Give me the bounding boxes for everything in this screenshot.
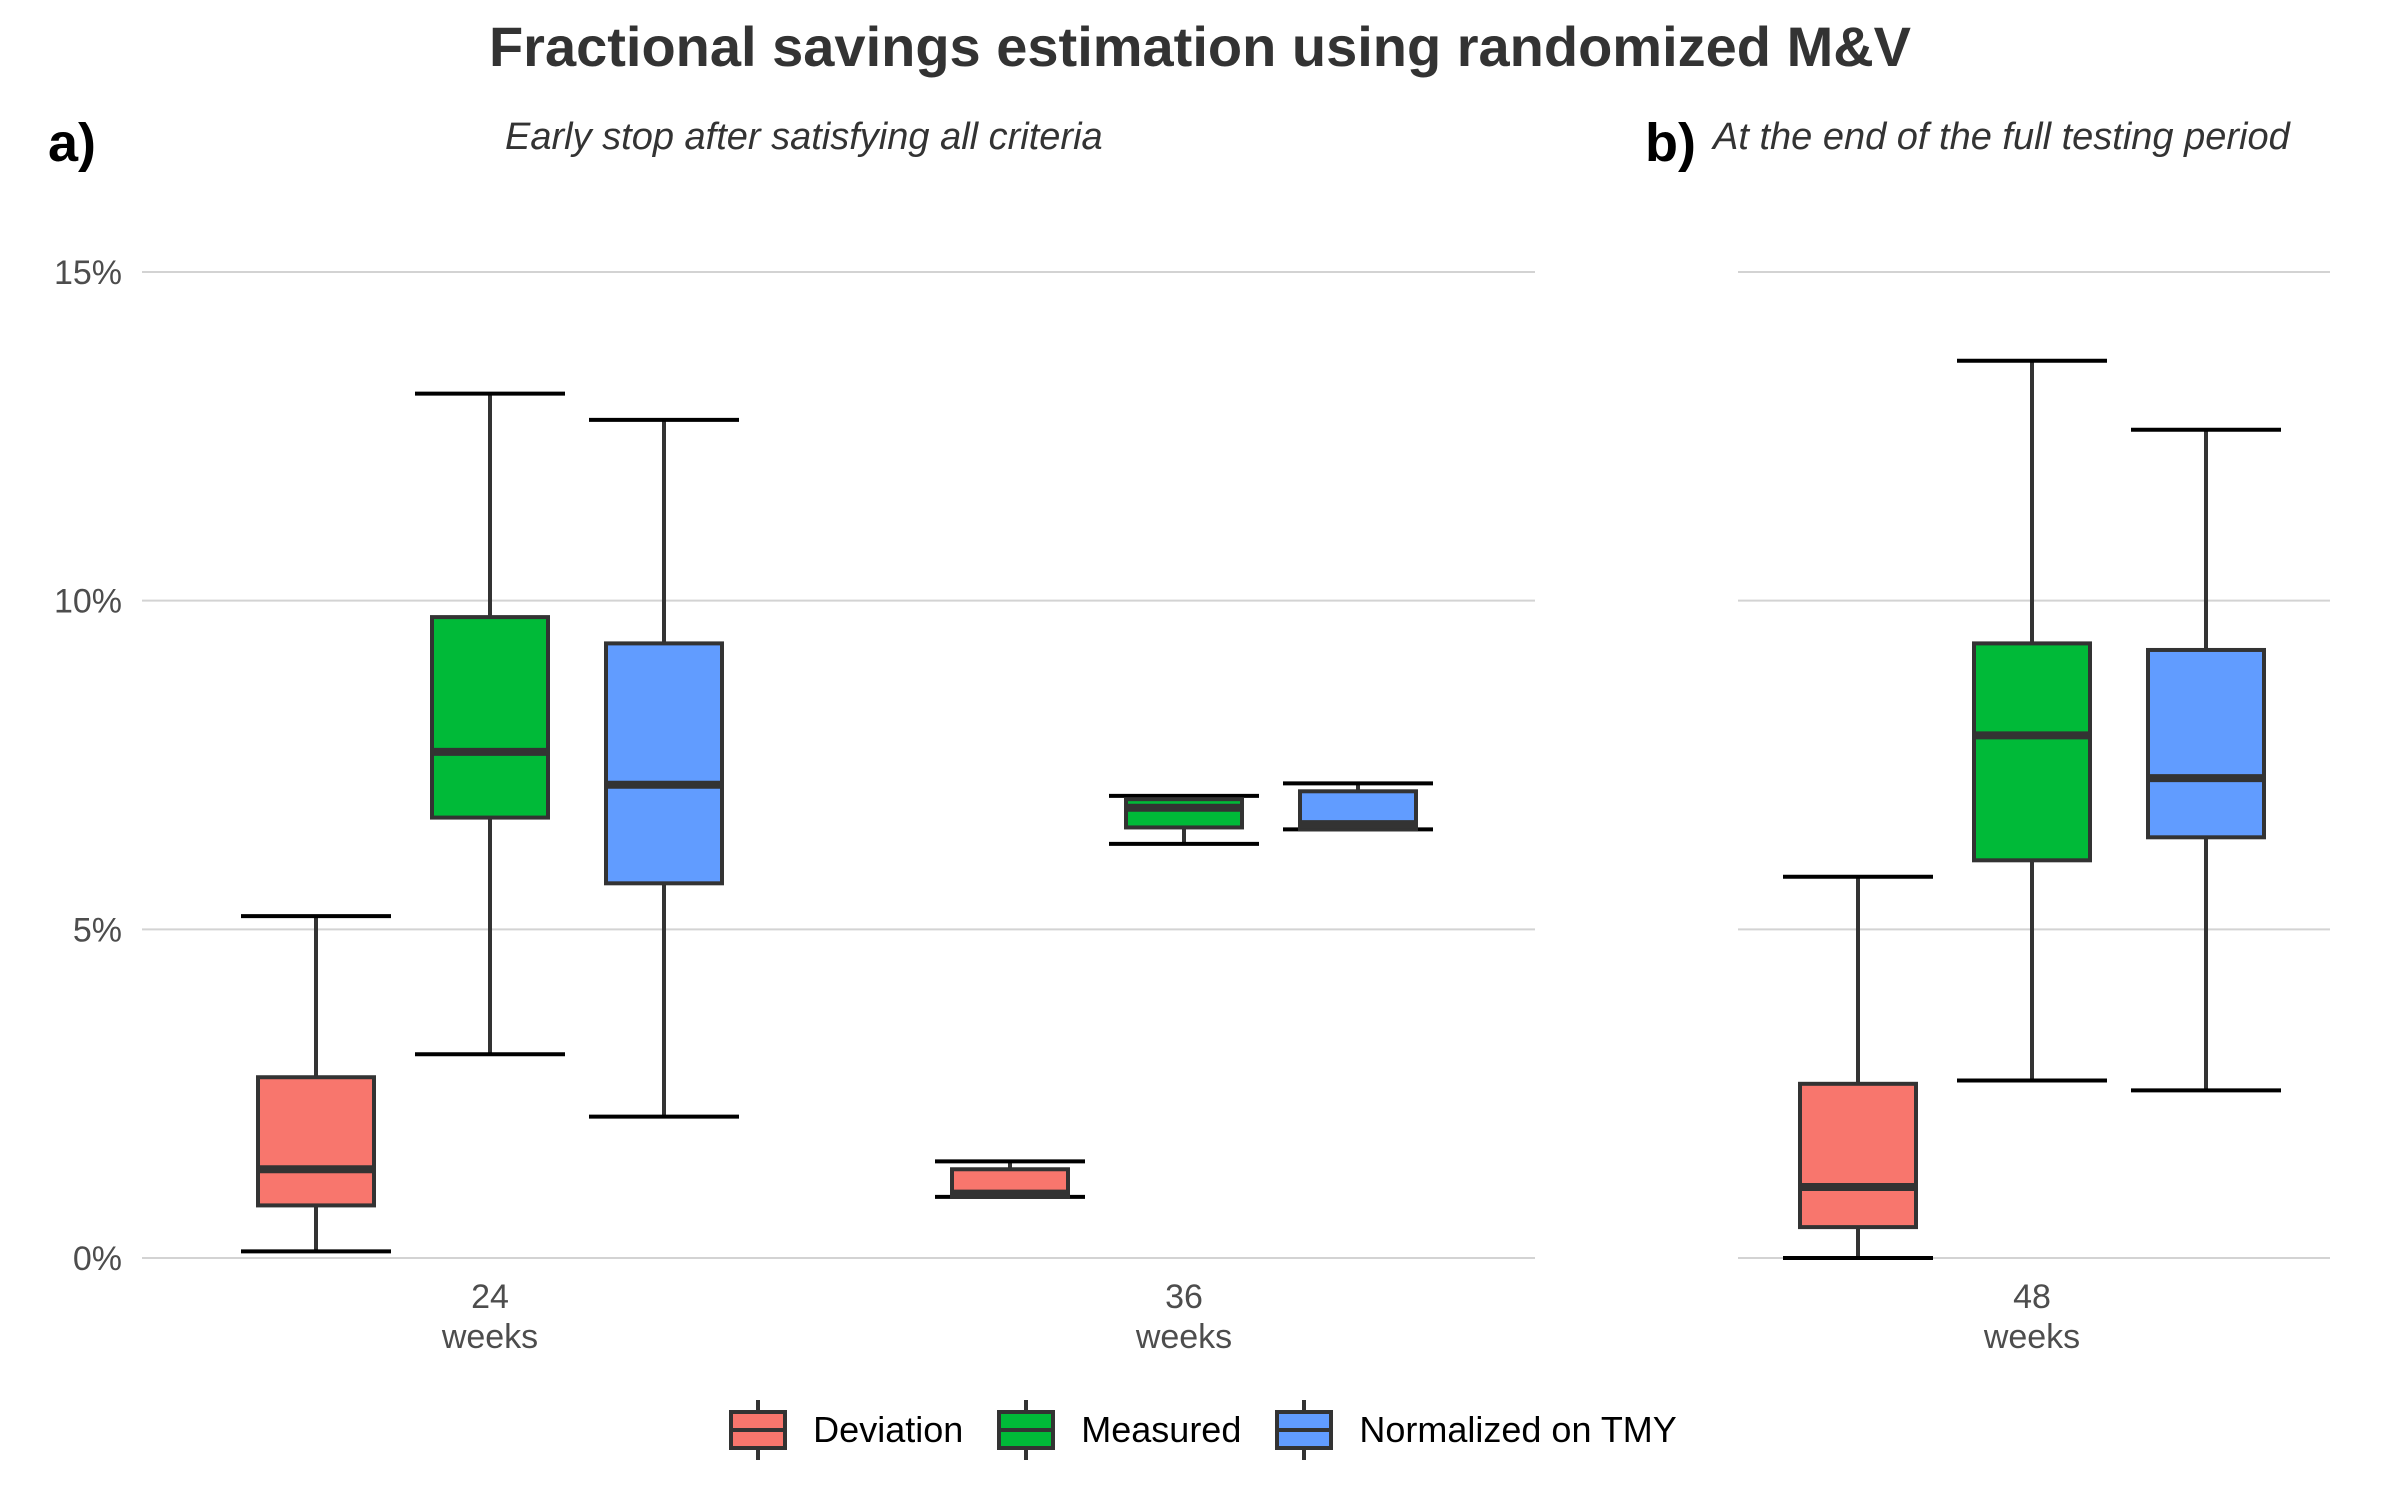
box-48-normalized-on-tmy [2131,427,2281,1093]
x-tick-label: 36 [1165,1278,1203,1316]
x-tick-label: 48 [2013,1278,2051,1316]
chart-title: Fractional savings estimation using rand… [488,15,1912,78]
panel-b-subtitle: At the end of the full testing period [1713,116,2290,158]
y-tick-label: 0% [73,1240,122,1278]
box-iqr [256,1075,376,1208]
legend-key-deviation [729,1400,788,1460]
box-36-deviation [935,1159,1085,1199]
legend-item-normalized: Normalized on TMY [1269,1400,1677,1460]
box-iqr [604,641,724,886]
panel-b-tag: b) [1645,113,1696,173]
legend-key-normalized [1275,1400,1334,1460]
box-24-normalized-on-tmy [589,417,739,1119]
y-tick-label: 10% [54,583,122,621]
legend-label-deviation: Deviation [813,1409,964,1450]
y-tick-label: 15% [54,254,122,292]
box-36-normalized-on-tmy [1283,781,1433,832]
box-iqr [1972,641,2092,863]
x-tick-unit: weeks [1135,1318,1232,1356]
legend-label-normalized: Normalized on TMY [1359,1409,1677,1450]
legend-key-measured [997,1400,1056,1460]
box-iqr [430,615,550,820]
box-24-deviation [241,914,391,1254]
panel-a-tag: a) [48,113,97,173]
legend-item-deviation: Deviation [723,1400,963,1460]
box-48-deviation [1783,874,1933,1260]
x-tick-unit: weeks [441,1318,538,1356]
legend-label-measured: Measured [1081,1409,1242,1450]
box-iqr [1798,1081,1918,1230]
legend: Deviation Measured Normalized on TMY [0,1400,2400,1460]
box-36-measured [1109,793,1259,846]
panel-a-subtitle: Early stop after satisfying all criteria [505,116,1103,158]
box-iqr [1124,797,1244,830]
box-24-measured [415,391,565,1057]
legend-item-measured: Measured [991,1400,1241,1460]
box-iqr [2146,647,2266,840]
x-tick-unit: weeks [1983,1318,2080,1356]
box-48-measured [1957,358,2107,1083]
x-tick-label: 24 [471,1278,509,1316]
y-tick-label: 5% [73,911,122,949]
